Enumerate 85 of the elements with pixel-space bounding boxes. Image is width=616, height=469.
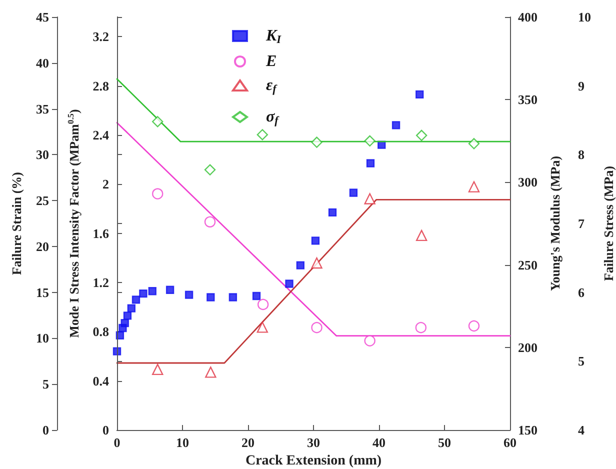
point	[296, 261, 304, 270]
point	[257, 298, 269, 310]
point	[349, 188, 358, 197]
x-tick-label: 40	[372, 435, 386, 450]
point	[468, 320, 480, 332]
y2-tick-label: 150	[518, 422, 538, 438]
point	[152, 116, 164, 128]
point	[311, 322, 322, 334]
y2-tick-label: 250	[518, 257, 538, 272]
point	[112, 347, 122, 356]
y-tick-label: 0.4	[92, 373, 110, 388]
legend-label: E	[265, 53, 277, 70]
point	[123, 312, 132, 320]
y2-axis-title: Young's Modulus (MPa)	[547, 156, 562, 292]
point	[256, 322, 268, 333]
y-axis-title: Mode I Stress Intensity Factor (MPam0.5)	[66, 109, 82, 338]
y2-tick-label: 200	[518, 340, 538, 355]
y3-tick-label: 35	[36, 101, 50, 116]
point	[311, 257, 322, 269]
y3-tick-label: 15	[36, 284, 50, 300]
y-tick-label: 1.2	[92, 275, 109, 290]
x-tick-label: 30	[307, 435, 320, 450]
y2-tick-label: 350	[518, 92, 538, 108]
point	[252, 292, 261, 300]
point	[205, 366, 216, 378]
point	[311, 136, 322, 148]
x-tick-label: 50	[438, 435, 451, 450]
point	[364, 335, 376, 346]
x-axis-title: Crack Extension (mm)	[245, 453, 382, 468]
point	[416, 230, 428, 242]
point	[206, 293, 215, 302]
y2-tick-label: 4	[578, 422, 585, 438]
point	[127, 304, 136, 312]
point	[364, 135, 376, 146]
point	[152, 364, 164, 376]
point	[152, 188, 164, 200]
point	[366, 159, 375, 168]
x-tick-label: 20	[242, 435, 254, 450]
y3-tick-label: 45	[36, 10, 50, 24]
point	[392, 121, 400, 130]
point	[204, 216, 216, 228]
point	[166, 286, 174, 294]
point	[364, 193, 376, 204]
point	[139, 289, 148, 298]
point	[228, 293, 238, 302]
y2-tick-label: 7	[578, 216, 585, 231]
y-tick-label: 0.8	[92, 324, 110, 340]
point	[204, 164, 216, 176]
point	[328, 208, 337, 217]
y2-tick-label: 6	[578, 284, 585, 300]
y3-tick-label: 0	[42, 422, 49, 438]
y-tick-label: 2.8	[92, 78, 110, 94]
point	[468, 138, 480, 150]
y3-tick-label: 20	[36, 238, 49, 254]
y2-tick-label: 8	[578, 147, 585, 162]
y3-tick-label: 25	[36, 193, 50, 208]
y3-tick-label: 10	[36, 330, 49, 346]
point	[132, 296, 140, 304]
x-tick-label: 60	[504, 435, 516, 450]
y3-axis-title: Failure Strain (%)	[9, 172, 24, 276]
point	[416, 130, 428, 141]
point	[285, 280, 294, 288]
y3-tick-label: 30	[36, 147, 49, 162]
y2-tick-label: 10	[578, 10, 591, 24]
y3-tick-label: 40	[36, 55, 49, 70]
y-tick-label: 2	[102, 176, 109, 192]
y2-axis-title: Failure Stress (MPa)	[600, 166, 616, 282]
point	[468, 181, 480, 192]
y3-tick-label: 5	[42, 376, 50, 392]
y-tick-label: 2.4	[92, 128, 110, 142]
x-tick-label: 0	[114, 435, 120, 450]
point	[311, 236, 320, 245]
point	[416, 90, 424, 99]
point	[415, 322, 427, 334]
y2-tick-label: 400	[518, 10, 538, 24]
y2-tick-label: 300	[518, 174, 538, 190]
x-tick-label: 10	[176, 435, 189, 450]
y-tick-label: 3.2	[92, 29, 109, 44]
y-tick-label: 0	[102, 422, 109, 438]
point	[148, 287, 156, 296]
point	[184, 290, 194, 299]
y2-tick-label: 9	[578, 78, 585, 94]
y2-tick-label: 5	[578, 354, 585, 369]
y-tick-label: 1.6	[92, 226, 110, 241]
point	[256, 129, 268, 140]
